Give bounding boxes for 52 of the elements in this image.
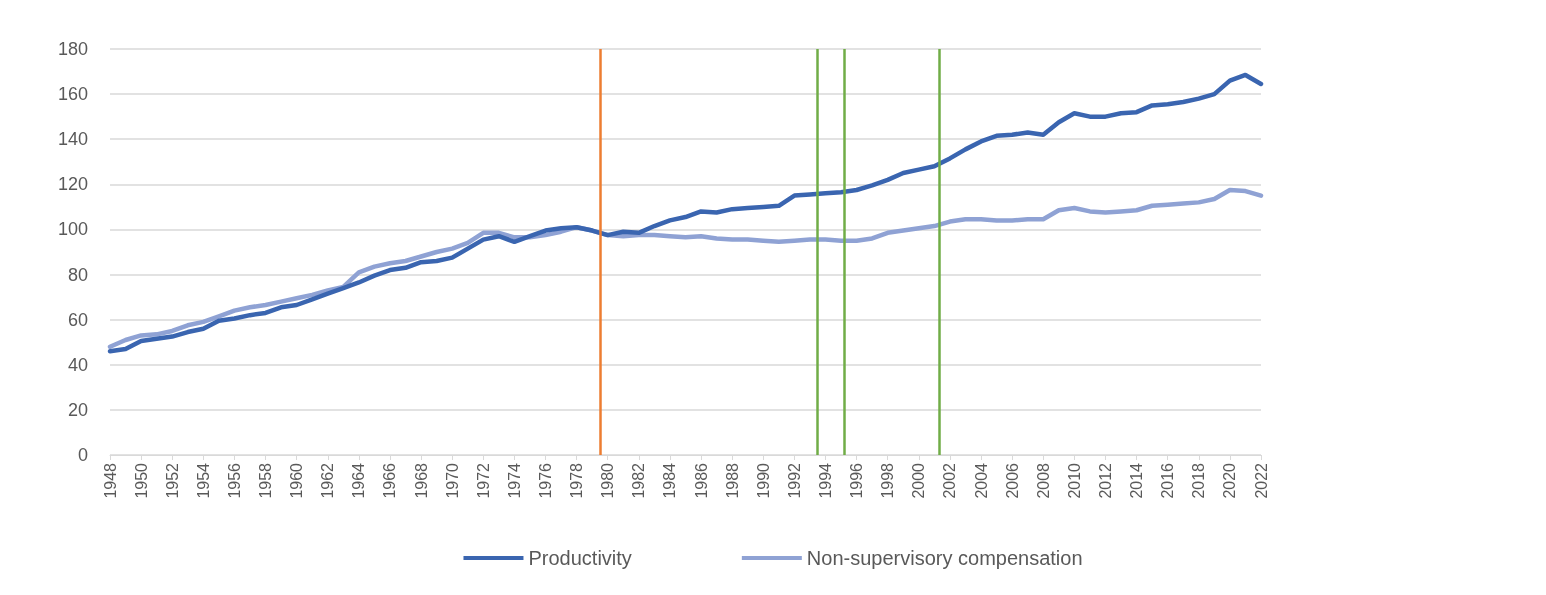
x-tick-label: 1974: [505, 462, 523, 499]
x-tick-label: 1990: [754, 462, 772, 499]
x-tick-label: 1994: [816, 462, 834, 499]
x-tick-label: 2018: [1190, 462, 1208, 499]
y-tick-label: 40: [67, 354, 88, 375]
y-tick-label: 120: [57, 174, 88, 195]
y-tick-label: 20: [67, 399, 88, 420]
x-tick-label: 1970: [443, 462, 461, 499]
x-tick-label: 2014: [1128, 462, 1146, 499]
x-tick-label: 1982: [630, 462, 648, 499]
x-tick-label: 1978: [568, 462, 586, 499]
line-series: [107, 72, 1264, 354]
x-tick-label: 2006: [1003, 462, 1021, 499]
x-tick-label: 1988: [723, 462, 741, 499]
x-tick-label: 1960: [288, 462, 306, 499]
x-tick-label: 1958: [257, 462, 275, 499]
x-tick-label: 2010: [1065, 462, 1083, 499]
x-tick-label: 2008: [1034, 462, 1052, 499]
x-tick-label: 1964: [350, 462, 368, 499]
x-tick-label: 2022: [1252, 462, 1270, 499]
x-tick-label: 1952: [163, 462, 181, 499]
line-series: [107, 187, 1264, 349]
y-tick-label: 100: [57, 219, 88, 240]
x-tick-label: 1986: [692, 462, 710, 499]
x-tick-label: 1992: [785, 462, 803, 499]
x-tick-label: 1998: [879, 462, 897, 499]
x-tick-label: 1948: [101, 462, 119, 499]
x-tick-label: 1996: [848, 462, 866, 499]
x-tick-label: 1968: [412, 462, 430, 499]
x-tick-label: 2004: [972, 462, 990, 499]
x-tick-label: 2012: [1096, 462, 1114, 499]
x-tick-label: 1954: [194, 462, 212, 499]
legend-label: Non-supervisory compensation: [806, 547, 1083, 569]
x-tick-label: 1962: [319, 462, 337, 499]
x-tick-label: 1980: [599, 462, 617, 499]
y-tick-label: 140: [57, 129, 88, 150]
legend-label: Productivity: [528, 547, 632, 569]
x-tick-label: 1950: [132, 462, 150, 499]
y-tick-label: 80: [67, 264, 88, 285]
x-tick-label: 2020: [1221, 462, 1239, 499]
x-tick-label: 2002: [941, 462, 959, 499]
y-tick-label: 180: [57, 39, 88, 59]
y-tick-label: 60: [67, 309, 88, 330]
y-tick-label: 0: [77, 445, 88, 465]
x-tick-label: 1956: [225, 462, 243, 499]
x-tick-label: 1972: [474, 462, 492, 499]
x-tick-label: 1976: [537, 462, 555, 499]
x-tick-label: 1984: [661, 462, 679, 499]
x-tick-label: 2016: [1159, 462, 1177, 499]
x-tick-label: 1966: [381, 462, 399, 499]
x-tick-label: 2000: [910, 462, 928, 499]
y-tick-label: 160: [57, 84, 88, 105]
